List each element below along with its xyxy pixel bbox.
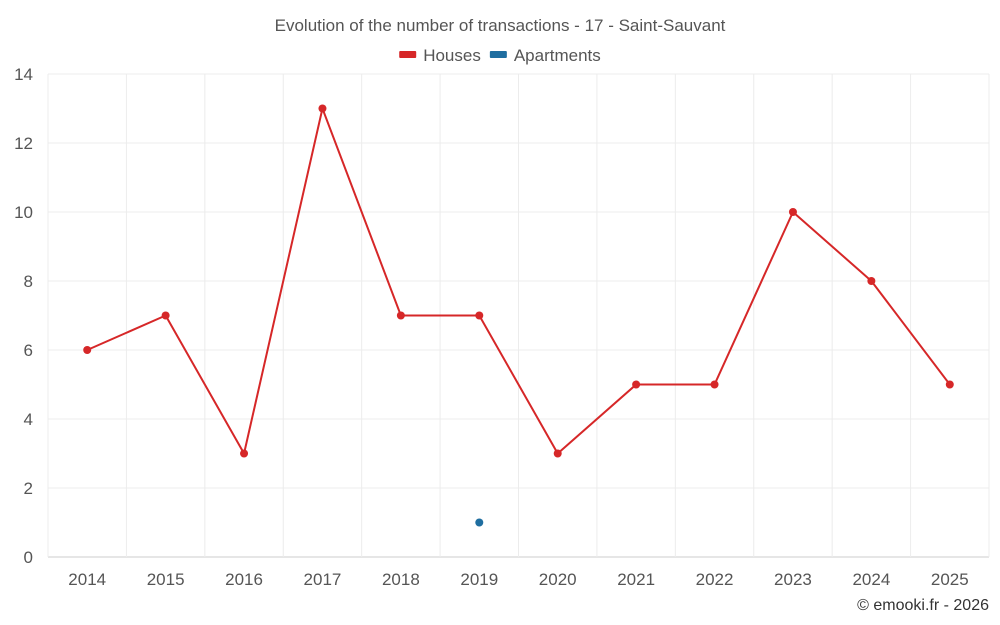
x-tick-label: 2022: [696, 570, 734, 589]
y-tick-label: 0: [24, 548, 33, 567]
data-point-houses[interactable]: [710, 380, 719, 389]
data-point-houses[interactable]: [867, 277, 876, 285]
x-tick-label: 2015: [147, 570, 185, 589]
series-line-houses: [86, 107, 951, 455]
y-tick-label: 12: [14, 134, 33, 153]
data-point-houses[interactable]: [945, 380, 954, 389]
legend-label: Apartments: [514, 46, 601, 65]
data-point-houses[interactable]: [161, 311, 170, 320]
y-tick-label: 10: [14, 203, 33, 222]
data-point-houses[interactable]: [553, 449, 562, 458]
legend-swatch: [399, 51, 417, 58]
data-point-houses[interactable]: [240, 449, 249, 458]
y-axis-ticks: 0 2 4 6 8 10 12 14: [14, 65, 33, 567]
legend: Houses Apartments: [399, 46, 601, 65]
y-tick-label: 8: [24, 272, 33, 291]
x-tick-label: 2014: [68, 570, 106, 589]
x-tick-label: 2023: [774, 570, 812, 589]
x-tick-label: 2024: [852, 570, 890, 589]
x-axis-ticks: 2014 2015 2016 2017 2018 2019 2020 2021 2022 2023…: [68, 570, 968, 589]
credit-text: © emooki.fr - 2026: [857, 597, 989, 614]
y-tick-label: 14: [14, 65, 33, 84]
x-tick-label: 2021: [617, 570, 655, 589]
y-tick-label: 2: [24, 479, 33, 498]
data-point-houses[interactable]: [396, 311, 405, 320]
y-tick-label: 4: [24, 410, 33, 429]
legend-item-apartments[interactable]: Apartments: [489, 46, 601, 65]
chart-title: Evolution of the number of transactions …: [275, 16, 726, 35]
data-point-houses[interactable]: [83, 346, 92, 354]
legend-label: Houses: [423, 46, 481, 65]
y-tick-label: 6: [24, 341, 33, 360]
data-point-apartments[interactable]: [475, 518, 484, 527]
x-tick-label: 2019: [460, 570, 498, 589]
legend-swatch: [489, 51, 507, 58]
x-tick-label: 2025: [931, 570, 969, 589]
data-point-houses[interactable]: [788, 208, 797, 216]
legend-item-houses[interactable]: Houses: [399, 46, 481, 65]
x-tick-label: 2020: [539, 570, 577, 589]
data-point-houses[interactable]: [475, 311, 484, 320]
data-point-houses[interactable]: [632, 380, 641, 389]
x-tick-label: 2018: [382, 570, 420, 589]
data-point-houses[interactable]: [318, 104, 327, 113]
x-tick-label: 2016: [225, 570, 263, 589]
x-tick-label: 2017: [304, 570, 342, 589]
series: [83, 104, 954, 527]
grid: [47, 73, 990, 558]
